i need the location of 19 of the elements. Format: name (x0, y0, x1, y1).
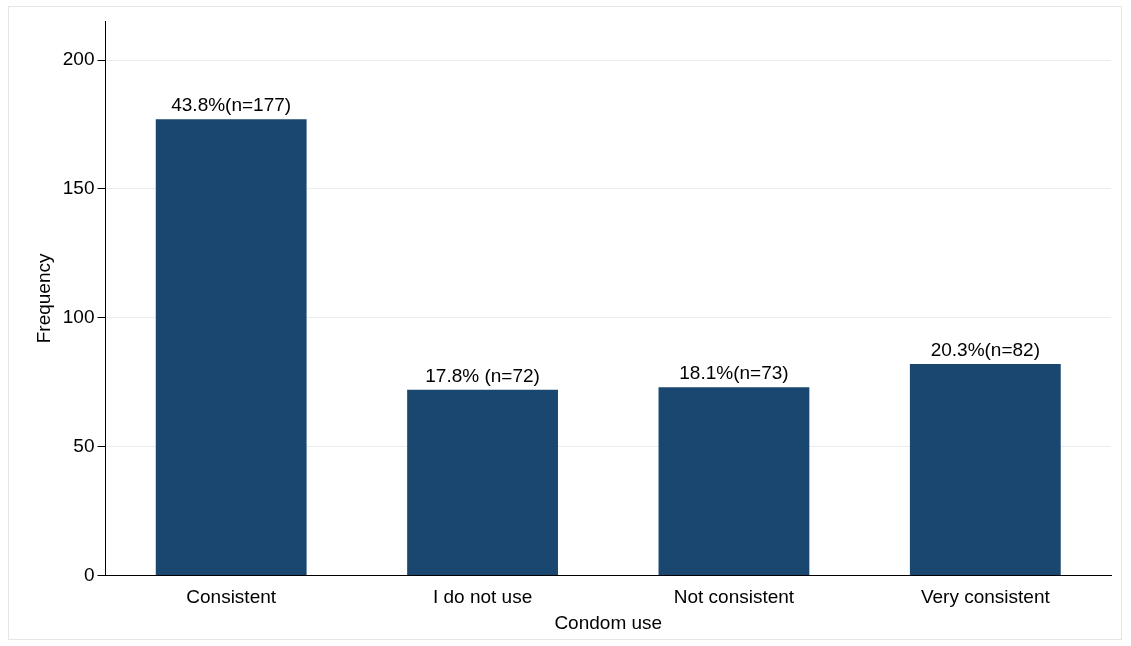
bar (155, 119, 307, 575)
x-tick-label: I do not use (432, 586, 533, 608)
bar (658, 387, 810, 575)
x-axis-title: Condom use (554, 611, 663, 633)
y-axis-title: Frequency (32, 253, 54, 344)
data-label: 20.3%(n=82) (930, 338, 1040, 360)
y-tick-label: 200 (62, 48, 95, 70)
bar (909, 364, 1061, 575)
x-tick-label: Very consistent (920, 586, 1051, 608)
y-tick-label: 150 (62, 177, 95, 199)
y-tick-label: 100 (62, 305, 95, 327)
x-tick-label: Not consistent (673, 586, 795, 608)
y-tick-label: 50 (73, 434, 95, 456)
data-label: 18.1%(n=73) (679, 362, 789, 384)
y-tick-label: 0 (83, 563, 95, 585)
data-label: 43.8%(n=177) (171, 94, 292, 116)
bar (407, 389, 558, 575)
x-tick-label: Consistent (186, 586, 277, 608)
data-label: 17.8% (n=72) (425, 364, 540, 386)
